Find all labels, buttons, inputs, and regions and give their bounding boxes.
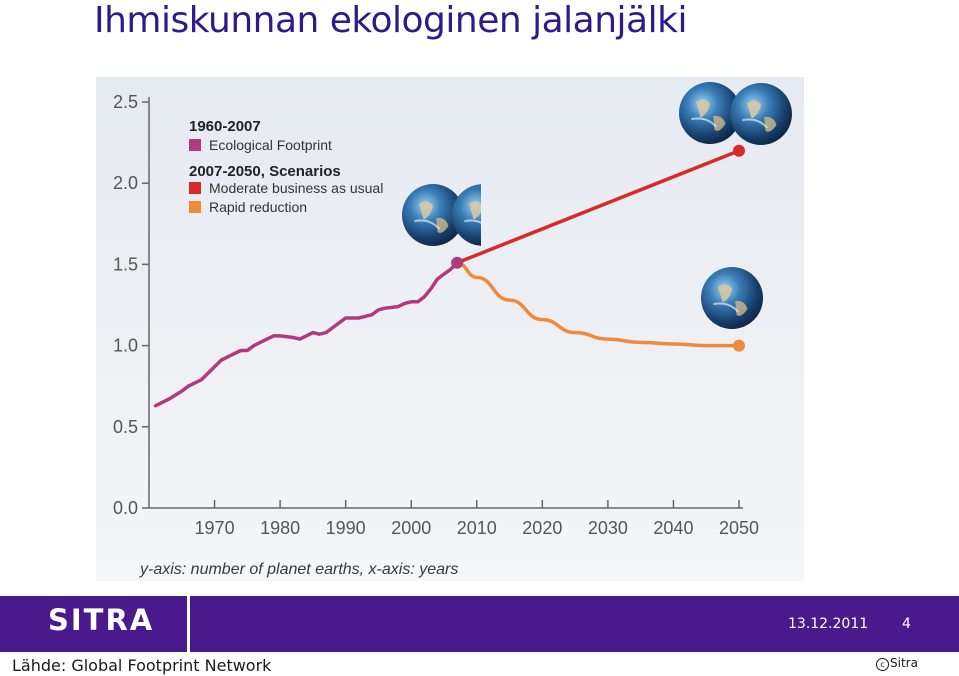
y-tick-label: 2.0	[113, 173, 138, 193]
earth-land	[486, 218, 498, 233]
footprint-chart: 0.0 0.5 1.0 1.5 2.0 2.5 1970 1980 1990 2000 2010 20…	[96, 77, 804, 581]
earth-icon	[701, 267, 763, 329]
earth-cloud	[464, 219, 481, 224]
earth-icon	[679, 82, 741, 144]
y-tick-label: 0.5	[113, 417, 138, 437]
point-moderate-2050	[733, 144, 745, 157]
x-tick-label: 2040	[653, 518, 693, 538]
earth-land	[718, 284, 732, 303]
earth-land	[735, 300, 748, 316]
earth-globe	[402, 184, 464, 246]
copyright-text: Sitra	[890, 656, 918, 670]
earth-land	[436, 217, 449, 233]
legend-label: Moderate business as usual	[209, 180, 383, 196]
earth-cloud	[691, 117, 717, 128]
x-tick-label: 1990	[326, 518, 366, 538]
earth-globe	[701, 267, 763, 329]
series-line-1	[455, 148, 741, 265]
earth-land	[764, 116, 777, 132]
footer-divider	[187, 596, 190, 652]
earth-icon	[452, 184, 498, 246]
svg-text:SITRA: SITRA	[48, 608, 154, 632]
legend-swatch	[189, 182, 201, 194]
earth-cloud	[414, 219, 440, 230]
series-line-0	[153, 261, 459, 408]
legend-group-title: 2007-2050, Scenarios	[189, 163, 341, 180]
earth-land	[419, 201, 433, 220]
earth-land	[747, 100, 761, 119]
copyright: c Sitra	[876, 656, 918, 671]
y-tick-label: 0.0	[113, 498, 138, 518]
earth-icon	[402, 184, 464, 246]
earth-cloud	[742, 118, 768, 129]
sitra-logo: SITRA	[48, 608, 154, 632]
earth-icon	[730, 83, 792, 145]
y-tick-label: 1.0	[113, 336, 138, 356]
legend-swatch	[189, 201, 201, 213]
footer-bar: SITRA 13.12.2011 4	[0, 596, 959, 652]
axis-caption: y-axis: number of planet earths, x-axis:…	[140, 561, 459, 578]
x-tick-label: 1970	[195, 518, 235, 538]
x-tick-label: 2010	[457, 518, 497, 538]
chart-svg: 0.0 0.5 1.0 1.5 2.0 2.5 1970 1980 1990 2000 2010 20…	[113, 82, 792, 538]
page-number: 4	[902, 616, 911, 632]
slide-title: Ihmiskunnan ekologinen jalanjälki	[94, 0, 687, 41]
x-tick-label: 2030	[588, 518, 628, 538]
earth-globe	[679, 82, 741, 144]
x-tick-label: 1980	[260, 518, 300, 538]
legend-label: Ecological Footprint	[209, 137, 332, 153]
legend-group-title: 1960-2007	[189, 118, 261, 135]
x-tick-label: 2020	[522, 518, 562, 538]
x-tick-label: 2000	[391, 518, 431, 538]
copyright-icon: c	[876, 658, 889, 671]
source-credit: Lähde: Global Footprint Network	[12, 656, 272, 675]
legend-swatch	[189, 139, 201, 151]
earth-globe	[452, 184, 481, 246]
y-tick-label: 2.5	[113, 92, 138, 112]
legend-label: Rapid reduction	[209, 199, 307, 215]
y-tick-label: 1.5	[113, 254, 138, 274]
earth-cloud	[713, 302, 739, 313]
point-rapid-2050	[733, 339, 745, 352]
earth-land	[713, 115, 726, 131]
point-2007	[451, 256, 464, 269]
earth-land	[469, 201, 481, 220]
earth-globe	[730, 83, 792, 145]
series-line-2	[455, 261, 741, 348]
x-tick-label: 2050	[719, 518, 759, 538]
earth-land	[696, 99, 710, 118]
footer-date: 13.12.2011	[788, 616, 869, 632]
